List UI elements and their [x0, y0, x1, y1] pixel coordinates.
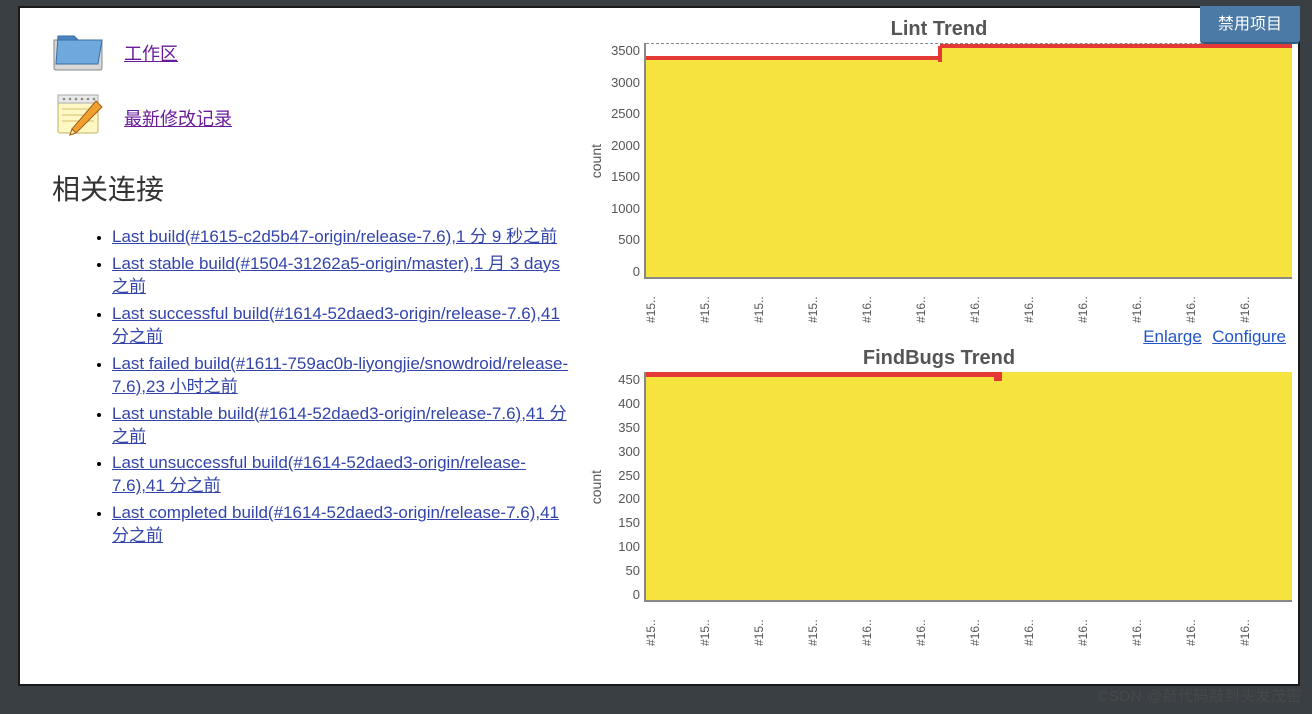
ytick-label: 3000 [608, 75, 640, 90]
lint-xaxis: #15..#15..#15..#15..#16..#16..#16..#16..… [644, 283, 1292, 323]
xtick-label: #16.. [860, 606, 914, 646]
xtick-label: #16.. [968, 606, 1022, 646]
related-link[interactable]: Last unsuccessful build(#1614-52daed3-or… [112, 453, 526, 495]
xtick-label: #16.. [914, 283, 968, 323]
page-container: 工作区 最新修改记录 相关连接 Last build(#1615-c2d5b47… [18, 6, 1300, 686]
lint-yaxis: 0 500 1000 1500 2000 2500 3000 3500 [606, 43, 644, 279]
ytick-label: 0 [608, 587, 640, 602]
xtick-label: #16.. [1130, 606, 1184, 646]
changes-row: 最新修改记录 [52, 91, 570, 144]
xtick-label: #16.. [1076, 606, 1130, 646]
xtick-label: #15.. [752, 283, 806, 323]
related-link[interactable]: Last stable build(#1504-31262a5-origin/m… [112, 254, 560, 296]
xtick-label: #15.. [806, 606, 860, 646]
ytick-label: 350 [608, 420, 640, 435]
ytick-label: 2000 [608, 138, 640, 153]
ytick-label: 200 [608, 491, 640, 506]
xtick-label: #16.. [968, 283, 1022, 323]
right-column: Lint Trend count 05001000150020002500300… [580, 8, 1298, 684]
related-link-item: Last successful build(#1614-52daed3-orig… [112, 303, 570, 349]
ytick-label: 1500 [608, 169, 640, 184]
xtick-label: #16.. [1130, 283, 1184, 323]
xtick-label: #16.. [1022, 606, 1076, 646]
xtick-label: #15.. [752, 606, 806, 646]
related-link-item: Last unsuccessful build(#1614-52daed3-or… [112, 452, 570, 498]
related-link-item: Last stable build(#1504-31262a5-origin/m… [112, 253, 570, 299]
related-links-title: 相关连接 [52, 168, 570, 208]
disable-project-button[interactable]: 禁用项目 [1200, 6, 1300, 44]
folder-icon [52, 28, 108, 77]
ytick-label: 450 [608, 372, 640, 387]
related-link[interactable]: Last successful build(#1614-52daed3-orig… [112, 304, 560, 346]
chart-action-links: Enlarge Configure [586, 327, 1292, 347]
xtick-label: #16.. [1076, 283, 1130, 323]
related-link[interactable]: Last completed build(#1614-52daed3-origi… [112, 503, 559, 545]
lint-plot-area [644, 43, 1292, 279]
related-link-item: Last build(#1615-c2d5b47-origin/release-… [112, 226, 570, 249]
configure-link[interactable]: Configure [1212, 327, 1286, 346]
findbugs-xaxis: #15..#15..#15..#15..#16..#16..#16..#16..… [644, 606, 1292, 646]
findbugs-plot-area [644, 372, 1292, 602]
ytick-label: 2500 [608, 106, 640, 121]
related-link[interactable]: Last unstable build(#1614-52daed3-origin… [112, 404, 567, 446]
xtick-label: #16.. [1022, 283, 1076, 323]
notepad-icon [52, 91, 108, 144]
xtick-label: #15.. [698, 283, 752, 323]
findbugs-chart-title: FindBugs Trend [586, 347, 1292, 370]
xtick-label: #15.. [644, 606, 698, 646]
related-link-item: Last completed build(#1614-52daed3-origi… [112, 502, 570, 548]
ytick-label: 300 [608, 444, 640, 459]
enlarge-link[interactable]: Enlarge [1143, 327, 1202, 346]
related-link-item: Last unstable build(#1614-52daed3-origin… [112, 403, 570, 449]
findbugs-ylabel: count [586, 470, 606, 504]
related-link[interactable]: Last failed build(#1611-759ac0b-liyongji… [112, 354, 568, 396]
xtick-label: #16.. [1184, 606, 1238, 646]
ytick-label: 50 [608, 563, 640, 578]
ytick-label: 1000 [608, 201, 640, 216]
related-links-list: Last build(#1615-c2d5b47-origin/release-… [52, 226, 570, 548]
ytick-label: 400 [608, 396, 640, 411]
ytick-label: 100 [608, 539, 640, 554]
ytick-label: 3500 [608, 43, 640, 58]
findbugs-yaxis: 0 50 100 150 200 250 300 350 400 450 [606, 372, 644, 602]
xtick-label: #16.. [1184, 283, 1238, 323]
ytick-label: 150 [608, 515, 640, 530]
related-link[interactable]: Last build(#1615-c2d5b47-origin/release-… [112, 227, 557, 246]
workspace-link[interactable]: 工作区 [124, 40, 178, 66]
xtick-label: #15.. [698, 606, 752, 646]
ytick-label: 500 [608, 232, 640, 247]
xtick-label: #15.. [644, 283, 698, 323]
recent-changes-link[interactable]: 最新修改记录 [124, 105, 232, 131]
ytick-label: 0 [608, 264, 640, 279]
findbugs-trend-chart: FindBugs Trend count 0 50 100 150 200 250 300 3… [586, 347, 1292, 646]
lint-trend-chart: Lint Trend count 0 500 1000 1500 2000 2500 300… [586, 18, 1292, 323]
xtick-label: #16.. [1238, 283, 1292, 323]
lint-chart-title: Lint Trend [586, 18, 1292, 41]
related-link-item: Last failed build(#1611-759ac0b-liyongji… [112, 353, 570, 399]
watermark-text: CSDN @敲代码敲到头发茂密 [1098, 685, 1302, 706]
workspace-row: 工作区 [52, 28, 570, 77]
xtick-label: #16.. [914, 606, 968, 646]
xtick-label: #16.. [860, 283, 914, 323]
xtick-label: #16.. [1238, 606, 1292, 646]
left-column: 工作区 最新修改记录 相关连接 Last build(#1615-c2d5b47… [20, 8, 580, 684]
ytick-label: 250 [608, 468, 640, 483]
xtick-label: #15.. [806, 283, 860, 323]
lint-ylabel: count [586, 144, 606, 178]
